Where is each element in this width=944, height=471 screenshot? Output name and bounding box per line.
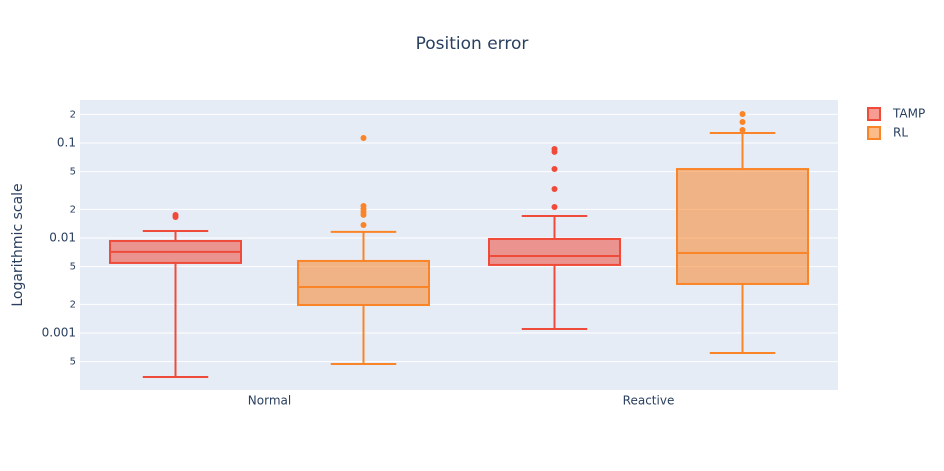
y-tick-label: 0.001 bbox=[42, 325, 76, 339]
outlier bbox=[551, 203, 558, 210]
y-tick-label: 0.01 bbox=[49, 230, 76, 244]
legend-label[interactable]: TAMP bbox=[892, 107, 925, 121]
outlier bbox=[551, 166, 558, 173]
legend-swatch[interactable] bbox=[867, 126, 881, 140]
y-tick-label: 5 bbox=[70, 357, 76, 368]
legend-swatch[interactable] bbox=[867, 107, 881, 121]
outlier bbox=[739, 111, 746, 118]
outlier bbox=[551, 185, 558, 192]
outlier bbox=[172, 213, 179, 220]
outlier bbox=[360, 134, 367, 141]
box-group bbox=[297, 134, 430, 365]
outlier bbox=[360, 211, 367, 218]
box-group bbox=[676, 111, 809, 354]
y-tick-label: 2 bbox=[70, 204, 76, 215]
legend[interactable]: TAMP RL bbox=[867, 107, 925, 140]
outlier bbox=[739, 118, 746, 125]
y-tick-label: 5 bbox=[70, 262, 76, 273]
box bbox=[488, 237, 621, 266]
y-tick-label: 0.1 bbox=[57, 135, 76, 149]
outlier bbox=[360, 221, 367, 228]
box bbox=[297, 259, 430, 307]
box-group bbox=[109, 211, 242, 378]
chart-title: Position error bbox=[416, 34, 529, 54]
y-tick-label: 2 bbox=[70, 109, 76, 120]
grid: 2 0.1 5 2 0.01 5 2 0.001 5 Normal Reactive bbox=[42, 109, 838, 408]
legend-label[interactable]: RL bbox=[893, 126, 908, 140]
x-tick-label: Reactive bbox=[623, 394, 675, 408]
y-axis-title: Logarithmic scale bbox=[10, 183, 26, 306]
outlier bbox=[551, 148, 558, 155]
x-tick-label: Normal bbox=[248, 394, 291, 408]
y-tick-label: 5 bbox=[70, 167, 76, 178]
box-group bbox=[488, 145, 621, 331]
outlier bbox=[739, 126, 746, 133]
y-tick-label: 2 bbox=[70, 299, 76, 310]
marks bbox=[109, 111, 809, 378]
box bbox=[676, 168, 809, 285]
